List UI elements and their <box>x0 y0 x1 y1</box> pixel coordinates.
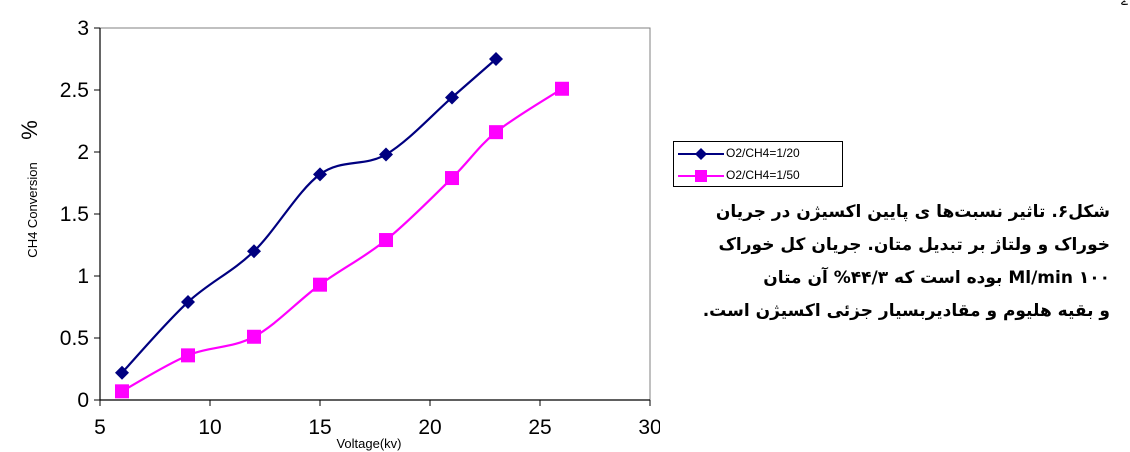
series-2 <box>115 81 569 399</box>
chart-legend: O2/CH4=1/20 O2/CH4=1/50 <box>673 141 843 187</box>
data-point <box>445 171 459 186</box>
x-tick-label: 25 <box>528 416 551 439</box>
square-marker-icon <box>678 170 724 182</box>
legend-item-series-2: O2/CH4=1/50 <box>674 165 844 187</box>
data-point <box>313 167 327 182</box>
corner-text: ے <box>1120 0 1128 8</box>
data-point <box>115 365 129 380</box>
data-point <box>247 329 261 344</box>
axis-ticks: 0 0.5 1 1.5 2 2.5 3 5 10 15 20 25 30 <box>60 17 660 439</box>
data-point <box>379 147 393 162</box>
data-point <box>489 52 503 66</box>
caption-line: شکل۶. تاثیر نسبت‌ها ی پایین اکسیژن در جر… <box>715 202 1110 222</box>
chart-series <box>115 52 569 399</box>
data-point <box>379 233 393 248</box>
series-1 <box>115 52 503 380</box>
y-tick-label: 2.5 <box>60 79 89 102</box>
data-point <box>313 277 327 292</box>
figure-caption: شکل۶. تاثیر نسبت‌ها ی پایین اکسیژن در جر… <box>636 196 1110 328</box>
data-point <box>247 244 261 259</box>
y-tick-label: 2 <box>77 141 89 164</box>
data-point <box>555 81 569 96</box>
data-point <box>445 90 459 105</box>
x-axis-title: Voltage(kv) <box>336 436 401 451</box>
data-point <box>489 125 503 140</box>
data-point <box>181 295 195 310</box>
x-tick-label: 15 <box>308 416 331 439</box>
y-axis-unit: % <box>17 120 42 140</box>
y-tick-label: 0 <box>77 389 89 412</box>
caption-line: خوراک و ولتاژ بر تبدیل متان. جریان کل خو… <box>718 235 1110 255</box>
line-chart: 0 0.5 1 1.5 2 2.5 3 5 10 15 20 25 30 Voltage(kv) CH4… <box>17 17 660 451</box>
y-tick-label: 3 <box>77 17 89 40</box>
x-tick-label: 30 <box>638 416 660 439</box>
data-point <box>181 348 195 363</box>
y-tick-label: 1 <box>77 265 89 288</box>
diamond-marker-icon <box>678 148 724 160</box>
caption-line: Ml/min ۱۰۰ بوده است که ۴۴/۳% آن متان <box>763 268 1110 288</box>
y-axis-title: CH4 Conversion <box>25 162 40 257</box>
legend-label: O2/CH4=1/50 <box>726 168 800 182</box>
y-tick-label: 0.5 <box>60 327 89 350</box>
data-point <box>115 384 129 399</box>
legend-label: O2/CH4=1/20 <box>726 146 800 160</box>
x-tick-label: 20 <box>418 416 441 439</box>
x-tick-label: 5 <box>94 416 106 439</box>
y-tick-label: 1.5 <box>60 203 89 226</box>
series-line <box>121 58 497 374</box>
legend-item-series-1: O2/CH4=1/20 <box>674 143 844 165</box>
caption-line: و بقیه هلیوم و مقادیربسیار جزئی اکسیژن ا… <box>702 301 1110 321</box>
x-tick-label: 10 <box>198 416 221 439</box>
